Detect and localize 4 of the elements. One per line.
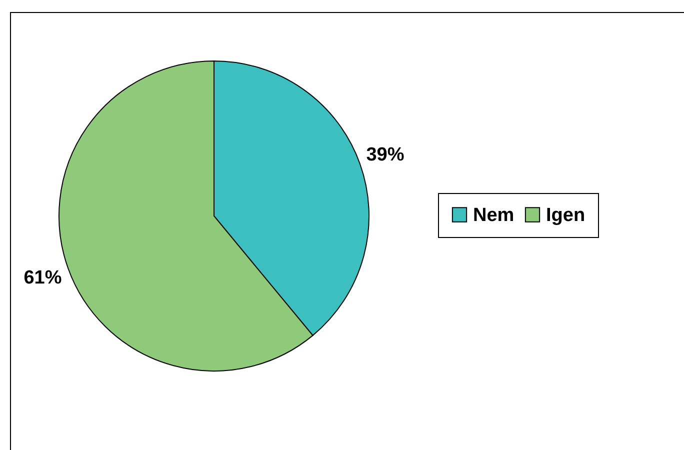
legend-label: Nem [473,204,514,226]
data-label: 61% [24,268,62,289]
legend-label: Igen [546,204,586,226]
data-label: 39% [366,144,404,166]
